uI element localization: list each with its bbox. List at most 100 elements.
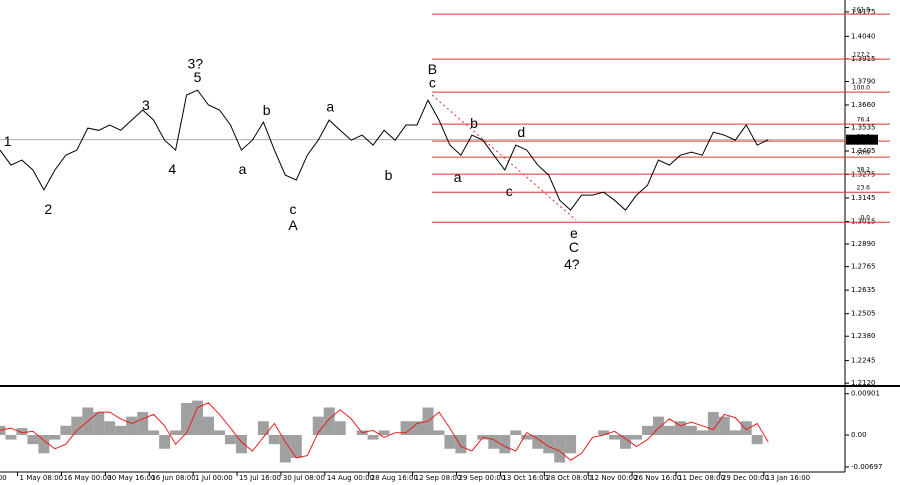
wave-label: c [290, 201, 297, 217]
wave-label: e [570, 225, 578, 241]
fib-label: 161.8 [853, 7, 870, 14]
histogram-bar [334, 421, 346, 435]
histogram-bar [729, 430, 741, 435]
fib-label: 38.2 [857, 167, 871, 174]
histogram-bar [565, 434, 577, 454]
histogram-bar [641, 425, 653, 435]
wave-label: A [288, 217, 298, 233]
histogram-bar [60, 425, 72, 435]
histogram-bar [510, 430, 522, 435]
wave-label: d [517, 124, 525, 140]
histogram-bar [707, 412, 719, 435]
fib-label: 0.0 [860, 215, 870, 222]
wave-label: b [385, 167, 393, 183]
histogram-bar [213, 430, 225, 435]
x-tick-label: 11 Dec 08:00 [678, 474, 725, 482]
last-price-label: 1.3468 [849, 136, 874, 144]
histogram-bar [203, 416, 214, 435]
x-tick-label: 16 Jun 08:00 [151, 474, 195, 482]
x-tick-label: 30 Jul 08:00 [283, 474, 325, 482]
y-tick-label: 1.3790 [851, 77, 876, 85]
x-tick-label: 29 Sep 00:00 [459, 474, 506, 482]
histogram-bar [455, 434, 467, 454]
histogram-bar [268, 434, 280, 445]
histogram-bar [652, 416, 664, 435]
x-tick-label: 13 Oct 16:00 [502, 474, 548, 482]
wave-label: C [569, 239, 579, 255]
y-tick-label: 1.2635 [851, 286, 876, 294]
histogram-bar [609, 434, 621, 440]
x-tick-label: 1 Jul 00:00 [195, 474, 233, 482]
wave-label: 4 [168, 161, 176, 177]
histogram-bar [224, 434, 236, 445]
wave-label: b [470, 115, 478, 131]
histogram-bar [93, 412, 105, 435]
histogram-bar [148, 430, 160, 435]
y-tick-label: 1.2380 [851, 332, 876, 340]
x-tick-label: 28 Aug 16:00 [371, 474, 418, 482]
histogram-bar [411, 421, 423, 435]
histogram-bar [5, 434, 17, 440]
x-tick-label: 14 Aug 00:00 [327, 474, 374, 482]
histogram-bar [488, 434, 500, 449]
x-tick-label: 26 Nov 16:00 [634, 474, 681, 482]
histogram-bar [685, 425, 697, 435]
histogram-bar [598, 430, 610, 435]
histogram-bar [126, 416, 138, 435]
y-tick-label: 1.2765 [851, 263, 876, 271]
x-tick-label: 12 Nov 00:00 [590, 474, 637, 482]
histogram-bar [257, 421, 269, 435]
histogram-bar [104, 421, 116, 435]
histogram-bar [521, 434, 533, 440]
histogram-bar [620, 434, 632, 449]
fib-label: 23.6 [857, 185, 871, 192]
y-tick-label: 1.3405 [851, 147, 876, 155]
wave-label: a [239, 161, 247, 177]
wave-label: 5 [194, 69, 202, 85]
wave-label: 3? [188, 56, 204, 72]
histogram-bar [554, 434, 566, 463]
histogram-bar [235, 434, 247, 454]
histogram-bar [367, 434, 379, 440]
histogram-bar [631, 434, 642, 440]
histogram-bar [27, 434, 39, 445]
histogram-bar [38, 434, 50, 454]
wave-label: 2 [44, 201, 52, 217]
fib-label: 76.4 [857, 117, 871, 124]
histogram-bar [751, 434, 763, 445]
histogram-bar [159, 434, 171, 449]
histogram-bar [499, 434, 511, 454]
x-tick-label: 6:00 [0, 474, 7, 482]
wave-label: 4? [564, 256, 580, 272]
x-tick-label: 29 Dec 00:00 [722, 474, 769, 482]
x-tick-label: 30 May 16:00 [107, 474, 155, 482]
histogram-bar [0, 425, 6, 435]
wave-label: b [263, 102, 271, 118]
histogram-bar [115, 425, 127, 435]
histogram-bar [312, 416, 324, 435]
y-tick-label: 1.3535 [851, 124, 876, 132]
histogram-bar [16, 428, 28, 435]
y-tick-label: 1.2120 [851, 379, 876, 387]
fib-label: 50.0 [857, 150, 871, 157]
y-tick-label: 1.2245 [851, 357, 876, 365]
histogram-bar [279, 434, 291, 463]
x-tick-label: 12 Sep 08:00 [415, 474, 462, 482]
x-tick-label: 1 May 08:00 [20, 474, 64, 482]
wave-label: c [506, 183, 513, 199]
wave-label: 1 [4, 133, 12, 149]
y-tick-label: 1.2505 [851, 310, 876, 318]
histogram-bar [543, 434, 555, 454]
histogram-bar [400, 421, 412, 435]
last-price-box [846, 134, 878, 145]
x-tick-label: 15 Jul 16:00 [239, 474, 281, 482]
histogram-bar [696, 430, 708, 435]
histogram-bar [137, 412, 149, 435]
histogram-bar [71, 416, 83, 435]
y-tick-label: 1.3660 [851, 101, 876, 109]
histogram-bar [663, 425, 675, 435]
fib-label: 127.2 [853, 52, 870, 59]
histogram-bar [290, 434, 302, 458]
